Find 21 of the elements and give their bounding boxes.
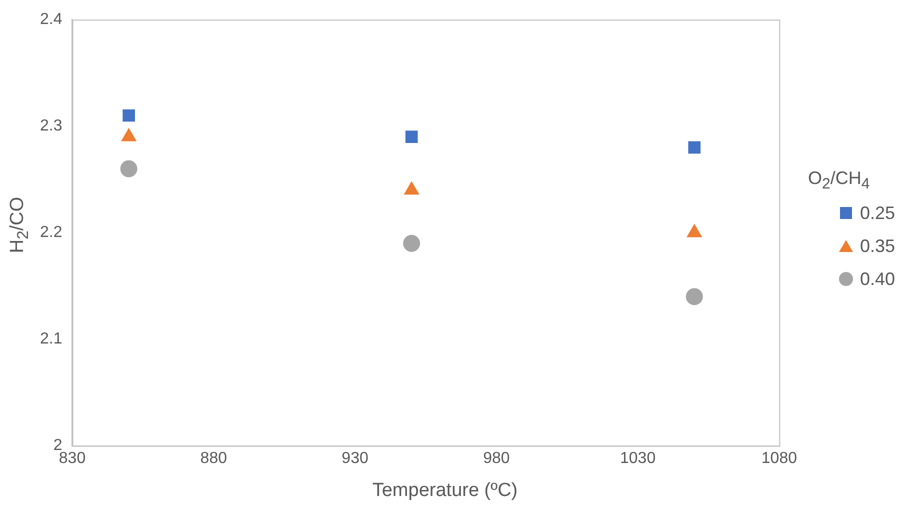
point bbox=[405, 130, 418, 143]
legend-label: 0.25 bbox=[860, 202, 896, 224]
y-tick-label: 2.1 bbox=[40, 330, 62, 348]
y-tick-label: 2.3 bbox=[40, 118, 62, 135]
legend-label: 0.35 bbox=[860, 236, 896, 257]
x-axis-title: Temperature (ºC) bbox=[372, 480, 518, 502]
point bbox=[120, 160, 138, 178]
point bbox=[403, 234, 420, 252]
x-tick-label: 1030 bbox=[620, 450, 656, 467]
y-tick-label: 2.4 bbox=[40, 11, 62, 28]
x-tick-label: 830 bbox=[58, 450, 86, 467]
x-tick-label: 980 bbox=[483, 450, 510, 467]
x-tick-label: 1080 bbox=[761, 450, 798, 467]
legend-title: O$_{2}$/CH$_{4}$ bbox=[808, 168, 871, 193]
legend-label: 0.40 bbox=[860, 268, 896, 290]
point bbox=[686, 288, 703, 306]
x-tick-label: 880 bbox=[200, 450, 228, 467]
point bbox=[122, 109, 135, 122]
y-tick-label: 2.2 bbox=[40, 224, 62, 242]
point bbox=[688, 141, 701, 154]
x-tick-label: 930 bbox=[342, 450, 368, 467]
